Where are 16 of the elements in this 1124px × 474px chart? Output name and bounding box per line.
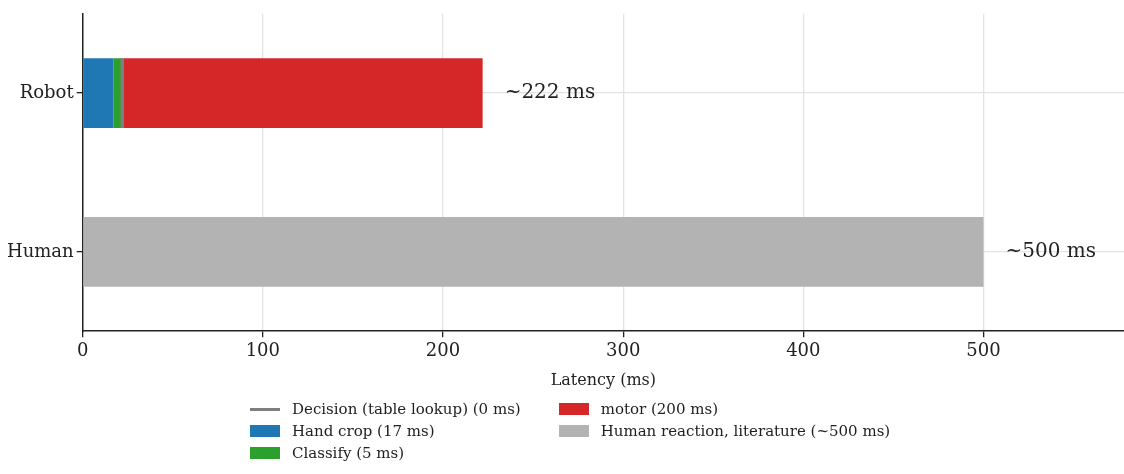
legend-label: Decision (table lookup) (0 ms) <box>292 400 521 418</box>
x-tick-label: 200 <box>425 338 461 360</box>
x-tick-label: 500 <box>966 338 1001 360</box>
legend-label: Hand crop (17 ms) <box>292 422 435 440</box>
annotation: ~222 ms <box>504 79 596 104</box>
annotation: ~500 ms <box>1005 238 1097 263</box>
y-tick-label: Robot <box>19 80 75 102</box>
x-tick-label: 300 <box>605 338 641 360</box>
legend-label: Human reaction, literature (~500 ms) <box>600 422 891 440</box>
x-tick-label: 0 <box>76 338 89 360</box>
x-axis-title: Latency (ms) <box>550 369 657 389</box>
x-tick-label: 400 <box>786 338 821 360</box>
legend-label: Classify (5 ms) <box>292 444 405 462</box>
y-tick-label: Human <box>7 239 75 261</box>
legend-label: motor (200 ms) <box>600 400 718 418</box>
x-tick-label: 100 <box>245 338 281 360</box>
